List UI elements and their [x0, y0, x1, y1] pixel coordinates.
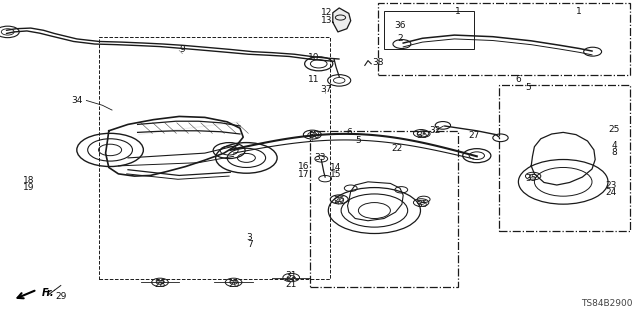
- Text: 14: 14: [330, 163, 342, 172]
- Text: 8: 8: [612, 148, 617, 157]
- Text: 29: 29: [55, 292, 67, 301]
- Bar: [378, 3, 630, 75]
- Text: 19: 19: [23, 183, 35, 192]
- Text: 30: 30: [308, 131, 319, 140]
- Text: 26: 26: [333, 197, 345, 205]
- Text: 20: 20: [228, 280, 239, 289]
- Text: 35: 35: [525, 174, 537, 183]
- Text: 3: 3: [247, 233, 252, 242]
- Text: 6: 6: [346, 128, 351, 137]
- Text: 27: 27: [468, 131, 479, 140]
- Text: 22: 22: [391, 144, 403, 153]
- Text: 4: 4: [612, 141, 617, 150]
- Text: 10: 10: [308, 53, 319, 62]
- Text: 2: 2: [397, 34, 403, 43]
- Text: 34: 34: [71, 96, 83, 105]
- Text: 13: 13: [321, 16, 332, 25]
- Text: 18: 18: [23, 176, 35, 185]
- Text: 15: 15: [330, 170, 342, 179]
- Text: 36: 36: [394, 21, 406, 30]
- Text: 21: 21: [285, 280, 297, 289]
- Text: 32: 32: [429, 126, 441, 135]
- Bar: [499, 85, 630, 231]
- Text: 35: 35: [417, 131, 428, 140]
- Text: 23: 23: [605, 181, 617, 189]
- Text: 1: 1: [455, 7, 460, 16]
- Text: 12: 12: [321, 8, 332, 17]
- Text: 17: 17: [298, 170, 310, 179]
- Text: 5: 5: [356, 136, 361, 145]
- Text: 37: 37: [321, 85, 332, 94]
- Bar: [99, 37, 330, 279]
- Text: 6: 6: [516, 75, 521, 84]
- Text: 11: 11: [308, 75, 319, 84]
- Text: 35: 35: [417, 200, 428, 209]
- Text: 16: 16: [298, 162, 310, 171]
- Text: Fr.: Fr.: [42, 288, 54, 299]
- Text: 31: 31: [285, 271, 297, 280]
- Text: 24: 24: [605, 188, 617, 197]
- Text: TS84B2900: TS84B2900: [581, 299, 632, 308]
- Text: 38: 38: [372, 58, 383, 67]
- Text: 7: 7: [247, 241, 252, 249]
- Text: 33: 33: [314, 153, 326, 162]
- Text: 28: 28: [154, 280, 166, 289]
- Text: 25: 25: [609, 125, 620, 134]
- Text: 1: 1: [577, 7, 582, 16]
- Bar: [384, 11, 474, 49]
- Bar: [310, 131, 458, 287]
- Polygon shape: [333, 8, 351, 32]
- Text: 9: 9: [180, 45, 185, 54]
- Text: 5: 5: [525, 83, 531, 92]
